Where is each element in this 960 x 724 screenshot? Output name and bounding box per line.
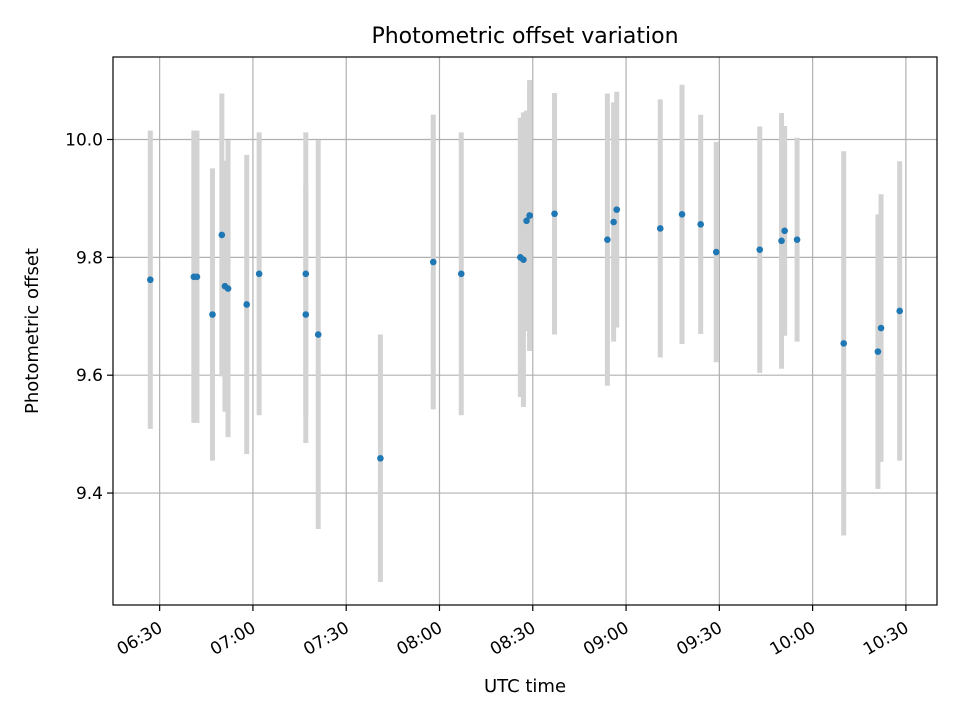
plot-area-frame bbox=[112, 56, 938, 606]
data-point bbox=[877, 324, 885, 332]
data-point bbox=[377, 454, 384, 462]
y-tick-label: 9.4 bbox=[76, 484, 103, 504]
data-point bbox=[520, 256, 527, 264]
data-point bbox=[147, 276, 154, 284]
data-point bbox=[314, 331, 322, 338]
data-point bbox=[218, 231, 226, 239]
chart-title: Photometric offset variation bbox=[371, 24, 678, 49]
y-tick-label: 10.0 bbox=[65, 130, 103, 150]
data-point bbox=[712, 248, 720, 256]
y-axis: 9.4 9.6 9.8 10.0 bbox=[65, 130, 113, 504]
y-axis-label: Photometric offset bbox=[22, 248, 43, 414]
data-point bbox=[678, 211, 686, 218]
data-point bbox=[523, 217, 530, 225]
data-point bbox=[224, 285, 232, 292]
data-point bbox=[778, 237, 785, 245]
data-point bbox=[302, 270, 310, 278]
y-tick-label: 9.8 bbox=[76, 248, 103, 268]
data-point bbox=[896, 307, 903, 315]
data-point bbox=[697, 221, 704, 228]
data-point bbox=[613, 206, 621, 213]
data-point bbox=[526, 212, 533, 219]
data-point bbox=[793, 236, 801, 243]
data-point bbox=[457, 270, 465, 278]
data-point bbox=[604, 236, 611, 243]
data-point bbox=[193, 273, 201, 281]
data-point bbox=[551, 210, 558, 218]
data-point bbox=[656, 225, 664, 232]
x-axis-label: UTC time bbox=[484, 676, 566, 697]
point-layer bbox=[147, 206, 903, 462]
data-point bbox=[874, 348, 882, 355]
data-point bbox=[781, 227, 788, 235]
data-point bbox=[209, 311, 216, 318]
data-point bbox=[610, 218, 617, 226]
data-point bbox=[840, 340, 848, 347]
data-point bbox=[243, 301, 251, 308]
data-point bbox=[756, 246, 764, 253]
data-point bbox=[302, 311, 310, 318]
data-point bbox=[429, 258, 437, 266]
y-tick-label: 9.6 bbox=[76, 366, 103, 386]
data-point bbox=[255, 270, 263, 278]
